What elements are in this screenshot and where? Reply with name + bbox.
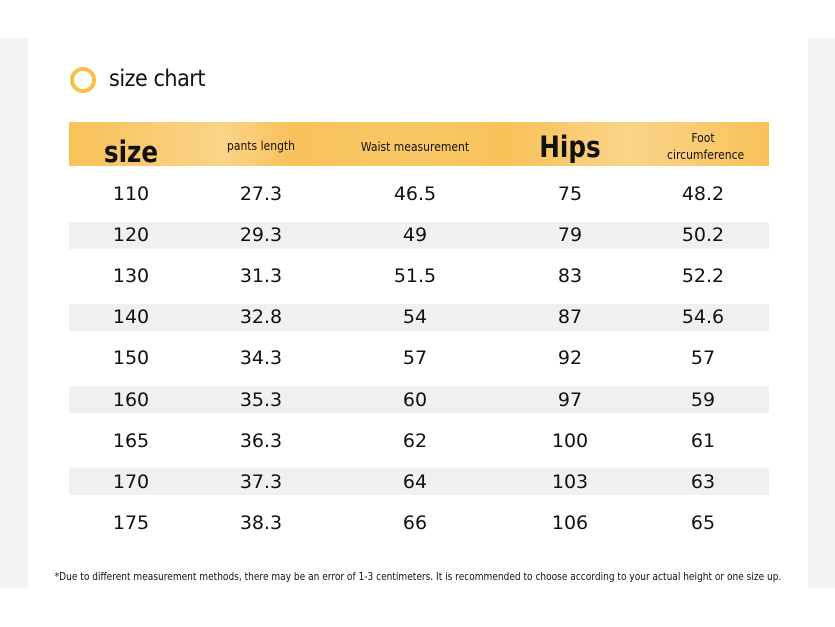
row-stripe [69, 303, 769, 331]
table-cell: 38.3 [239, 511, 283, 534]
table-cell: 106 [551, 511, 589, 534]
header-cell: Foot circumference [667, 131, 745, 162]
table-cell: 63 [690, 470, 716, 493]
table-cell: 150 [112, 347, 150, 370]
table-cell: 83 [557, 265, 583, 288]
table-cell: 57 [402, 347, 428, 370]
title: size chart [109, 66, 206, 92]
table-cell: 61 [690, 429, 716, 452]
table-cell: 100 [551, 429, 589, 452]
table-cell: 50.2 [681, 224, 725, 247]
table-cell: 97 [557, 388, 583, 411]
row-stripe [69, 386, 769, 413]
table-cell: 57 [690, 347, 716, 370]
table-cell: 51.5 [393, 265, 437, 288]
table-cell: 36.3 [239, 429, 283, 452]
table-cell: 29.3 [239, 224, 283, 247]
table-cell: 52.2 [681, 265, 725, 288]
row-stripe [69, 221, 769, 249]
table-cell: 65 [690, 511, 716, 534]
footnote: *Due to different measurement methods, t… [54, 571, 782, 583]
table-cell: 60 [402, 388, 428, 411]
header-cell: pants length [226, 139, 296, 153]
header-cell: size [103, 135, 159, 169]
table-cell: 64 [402, 470, 428, 493]
table-cell: 46.5 [393, 183, 437, 205]
table-cell: 49 [402, 224, 428, 247]
table-cell: 87 [557, 306, 583, 329]
table-cell: 35.3 [239, 388, 283, 411]
table-cell: 120 [112, 224, 150, 247]
table-cell: 54.6 [681, 306, 725, 329]
table-cell: 75 [557, 183, 583, 205]
table-cell: 34.3 [239, 347, 283, 370]
table-cell: 62 [402, 429, 428, 452]
table-cell: 165 [112, 429, 150, 452]
header-band [69, 122, 769, 166]
table-cell: 92 [557, 347, 583, 370]
table-cell: 37.3 [239, 470, 283, 493]
title-icon [70, 67, 96, 93]
table-cell: 103 [551, 470, 589, 493]
header-cell: Hips [539, 130, 601, 164]
table-cell: 31.3 [239, 265, 283, 288]
table-cell: 170 [112, 470, 150, 493]
table-cell: 27.3 [239, 183, 283, 205]
table-cell: 110 [112, 183, 150, 205]
table-cell: 66 [402, 511, 428, 534]
table-cell: 130 [112, 265, 150, 288]
table-cell: 54 [402, 306, 428, 329]
table-cell: 160 [112, 388, 150, 411]
table-cell: 32.8 [239, 306, 283, 329]
table-cell: 140 [112, 306, 150, 329]
row-stripe [69, 468, 769, 496]
header-cell: Waist measurement [360, 140, 470, 154]
table-cell: 79 [557, 224, 583, 247]
table-cell: 175 [112, 511, 150, 534]
table-cell: 48.2 [681, 183, 725, 205]
table-cell: 59 [690, 388, 716, 411]
